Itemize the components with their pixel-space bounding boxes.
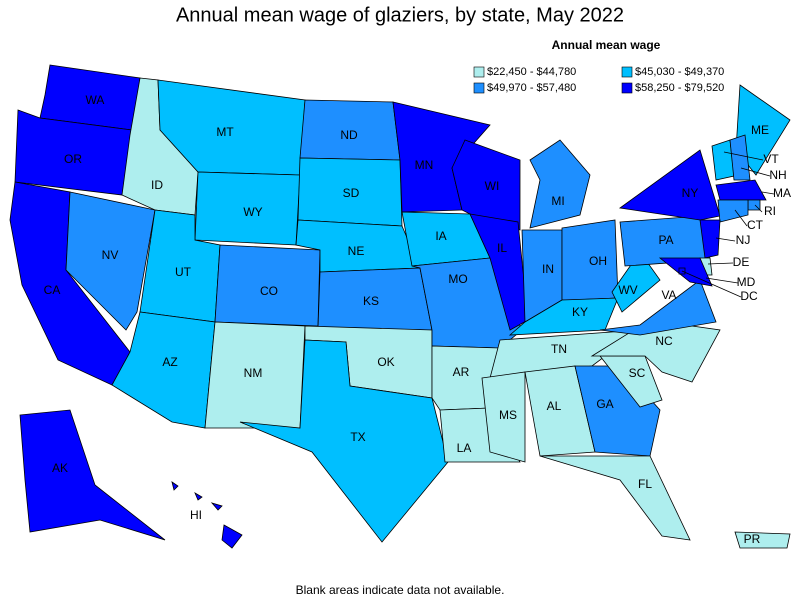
state-label: TX <box>350 430 365 444</box>
leader-line <box>723 151 764 161</box>
state-shape <box>618 149 721 221</box>
leader-line <box>715 237 736 242</box>
state-label: MS <box>499 408 517 422</box>
state-shape <box>171 481 179 491</box>
state-label: TN <box>551 342 567 356</box>
map-title: Annual mean wage of glaziers, by state, … <box>176 4 624 26</box>
state-label: MI <box>551 194 564 208</box>
state-shape <box>599 279 717 336</box>
state-label: CO <box>260 284 278 298</box>
state-label: NM <box>244 366 263 380</box>
states <box>9 64 791 549</box>
leader-line <box>734 209 748 227</box>
state-label: OH <box>589 254 607 268</box>
state-shape <box>529 139 591 229</box>
state-label: WA <box>86 93 105 107</box>
state-label: WY <box>243 205 262 219</box>
state-label: MA <box>773 186 791 200</box>
state-shape <box>481 371 526 463</box>
state-label: VT <box>763 152 779 166</box>
state-label: KY <box>572 305 588 319</box>
state-label: GA <box>596 397 613 411</box>
state-shape <box>194 492 203 501</box>
state-shape <box>699 219 721 259</box>
leader-line <box>707 262 734 265</box>
state-label: OR <box>64 152 82 166</box>
legend-title: Annual mean wage <box>552 38 661 52</box>
state-label: AK <box>52 461 68 475</box>
state-label: IN <box>542 262 554 276</box>
legend-label: $58,250 - $79,520 <box>635 82 724 94</box>
leader-line <box>740 167 771 177</box>
state-label: AZ <box>162 355 177 369</box>
state-label: KS <box>363 294 379 308</box>
state-label: VA <box>661 288 676 302</box>
state-shape <box>239 339 449 543</box>
state-label: PR <box>744 532 761 546</box>
leader-line <box>705 277 739 284</box>
state-label: WV <box>618 283 637 297</box>
state-label: NE <box>348 244 365 258</box>
legend-label: $49,970 - $57,480 <box>487 82 576 94</box>
legend-swatch <box>621 82 633 94</box>
state-shape <box>715 179 767 201</box>
state-shape <box>469 213 529 331</box>
state-label: CT <box>747 218 764 232</box>
state-label: MT <box>216 125 234 139</box>
state-label: UT <box>175 265 192 279</box>
state-label: HI <box>190 508 202 522</box>
state-label: DC <box>740 289 758 303</box>
state-label: AR <box>453 365 470 379</box>
state-label: SD <box>343 186 360 200</box>
state-label: IA <box>435 229 446 243</box>
state-label: FL <box>638 477 652 491</box>
state-label: PA <box>658 233 673 247</box>
state-label: AL <box>547 399 562 413</box>
state-shape <box>539 455 691 541</box>
state-shape <box>210 502 223 511</box>
state-label: NH <box>769 168 786 182</box>
state-label: MN <box>415 158 434 172</box>
state-label: SC <box>629 366 646 380</box>
state-label: OK <box>377 355 394 369</box>
state-label: NC <box>655 334 673 348</box>
state-shape <box>221 524 243 549</box>
state-shape <box>508 297 619 336</box>
state-label: ID <box>151 178 163 192</box>
legend-swatch <box>473 66 485 78</box>
state-label: WI <box>485 179 500 193</box>
state-shape <box>717 199 749 223</box>
state-shape <box>734 531 791 549</box>
state-label: MD <box>737 275 756 289</box>
legend-swatch <box>473 82 485 94</box>
legend-label: $45,030 - $49,370 <box>635 66 724 78</box>
state-labels: WA OR CA NV ID MT WY UT AZ CO NM ND SD NE KS OK TX MN IA MO… <box>44 93 791 546</box>
footnote: Blank areas indicate data not available. <box>296 583 505 597</box>
state-shape <box>451 139 521 231</box>
state-label: RI <box>764 204 776 218</box>
state-label: IL <box>497 241 507 255</box>
state-label: NJ <box>736 233 751 247</box>
legend-swatch <box>621 66 633 78</box>
state-label: MO <box>448 272 467 286</box>
state-shape <box>735 84 791 176</box>
leader-line <box>681 270 742 298</box>
state-label: NY <box>682 186 699 200</box>
state-label: NV <box>102 248 119 262</box>
legend-label: $22,450 - $44,780 <box>487 66 576 78</box>
state-label: ND <box>340 128 358 142</box>
state-shape <box>19 409 166 541</box>
leader-line <box>761 191 775 195</box>
state-shape <box>111 311 216 429</box>
state-label: ME <box>751 123 769 137</box>
state-shape <box>65 191 156 331</box>
state-label: CA <box>44 283 61 297</box>
state-label: LA <box>457 441 472 455</box>
state-label: DE <box>733 255 750 269</box>
leader-line <box>754 204 763 213</box>
